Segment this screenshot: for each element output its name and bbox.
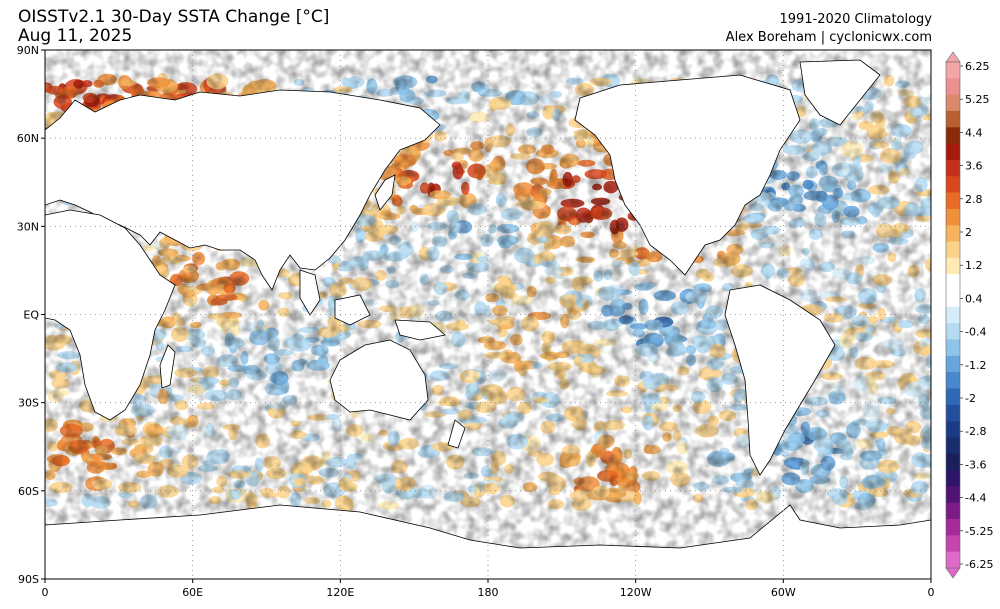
colorbar-swatch	[946, 551, 960, 569]
colorbar-label: 4.4	[965, 126, 983, 139]
colorbar-swatch	[946, 208, 960, 226]
colorbar-label: 2	[965, 226, 972, 239]
colorbar-bottom-arrow	[945, 567, 961, 579]
colorbar-swatch	[946, 486, 960, 504]
colorbar-swatch	[946, 127, 960, 144]
gridlines	[45, 50, 931, 579]
colorbar-swatch	[946, 404, 960, 422]
colorbar-swatch	[946, 94, 960, 112]
colorbar-swatch	[946, 290, 960, 308]
colorbar-swatch	[946, 274, 960, 291]
colorbar-swatch	[946, 421, 960, 438]
colorbar-label: 1.2	[965, 259, 983, 272]
colorbar-swatch	[946, 453, 960, 471]
colorbar-label: 2.8	[965, 193, 983, 206]
colorbar-swatch	[946, 306, 960, 324]
lat-label: 60N	[17, 132, 39, 145]
land-madagascar	[159, 344, 176, 389]
land-eurasia	[45, 89, 441, 291]
colorbar-label: -2	[965, 392, 976, 405]
land-antarctica	[45, 504, 931, 579]
colorbar-swatch	[946, 241, 960, 259]
colorbar-swatch	[946, 143, 960, 161]
colorbar-swatch	[946, 339, 960, 357]
colorbar-swatch	[946, 225, 960, 242]
lat-label: 30S	[18, 397, 39, 410]
climatology-text: 1991-2020 Climatology	[779, 12, 932, 27]
land-borneo	[334, 294, 371, 326]
colorbar-swatch	[946, 159, 960, 177]
colorbar: 6.25 5.25 4.4 3.6 2.8 2 1.2 0.4 -0.4 -1.2 -2 -2.8 -3…	[945, 51, 993, 579]
land-south-america	[724, 284, 836, 476]
colorbar-swatch	[946, 110, 960, 128]
lat-label: 90S	[18, 573, 39, 586]
colorbar-swatch	[946, 502, 960, 520]
colorbar-frame	[945, 61, 961, 569]
lon-label: 60W	[771, 586, 796, 599]
land-new-guinea	[394, 319, 446, 341]
land-new-zealand	[447, 419, 466, 449]
lon-label: 0	[928, 586, 935, 599]
map-title: OISSTv2.1 30-Day SSTA Change [°C] Aug 11…	[18, 8, 329, 46]
date-text: Aug 11, 2025	[18, 26, 133, 46]
land-japan	[374, 174, 396, 211]
colorbar-label: -4.4	[965, 492, 986, 505]
lat-label: 60S	[18, 485, 39, 498]
credit-text: Alex Boreham | cyclonicwx.com	[725, 30, 932, 45]
colorbar-label: -3.6	[965, 458, 986, 471]
colorbar-swatch	[946, 323, 960, 340]
colorbar-label: -0.4	[965, 326, 986, 339]
land-north-america	[574, 74, 801, 276]
longitude-labels: 0 60E 120E 180 120W 60W 0	[42, 579, 935, 599]
colorbar-swatch	[946, 535, 960, 552]
lat-label: 30N	[17, 220, 39, 233]
land-se-asia	[299, 269, 321, 316]
colorbar-swatch	[946, 437, 960, 455]
colorbar-swatch	[946, 176, 960, 193]
title-text: OISSTv2.1 30-Day SSTA Change [°C]	[18, 7, 330, 27]
lon-label: 0	[42, 586, 49, 599]
colorbar-swatch	[946, 192, 960, 210]
colorbar-swatch	[946, 78, 960, 95]
colorbar-swatch	[946, 519, 960, 536]
lon-label: 180	[478, 586, 499, 599]
colorbar-swatch	[946, 470, 960, 487]
lon-label: 120E	[326, 586, 354, 599]
lon-label: 120W	[620, 586, 652, 599]
latitude-labels: 90N 60N 30N EQ 30S 60S 90S	[17, 44, 45, 586]
colorbar-label: -6.25	[965, 558, 993, 571]
colorbar-label: 5.25	[965, 93, 990, 106]
colorbar-label: -5.25	[965, 525, 993, 538]
land-masses	[45, 59, 931, 579]
land-africa	[45, 209, 176, 421]
map-credits: 1991-2020 Climatology Alex Boreham | cyc…	[726, 11, 932, 47]
colorbar-label: -2.8	[965, 425, 986, 438]
colorbar-swatch	[946, 372, 960, 389]
colorbar-label: 6.25	[965, 60, 990, 73]
lon-label: 60E	[182, 586, 203, 599]
colorbar-swatch	[946, 355, 960, 373]
colorbar-swatch	[946, 257, 960, 275]
land-australia	[329, 339, 429, 421]
land-greenland	[799, 59, 881, 126]
lat-label: EQ	[23, 309, 39, 322]
colorbar-swatch	[946, 388, 960, 406]
colorbar-label: 3.6	[965, 160, 983, 173]
lat-label: 90N	[17, 44, 39, 57]
colorbar-label: -1.2	[965, 359, 986, 372]
colorbar-swatch	[946, 62, 960, 79]
colorbar-label: 0.4	[965, 292, 983, 305]
colorbar-top-arrow	[945, 51, 961, 63]
